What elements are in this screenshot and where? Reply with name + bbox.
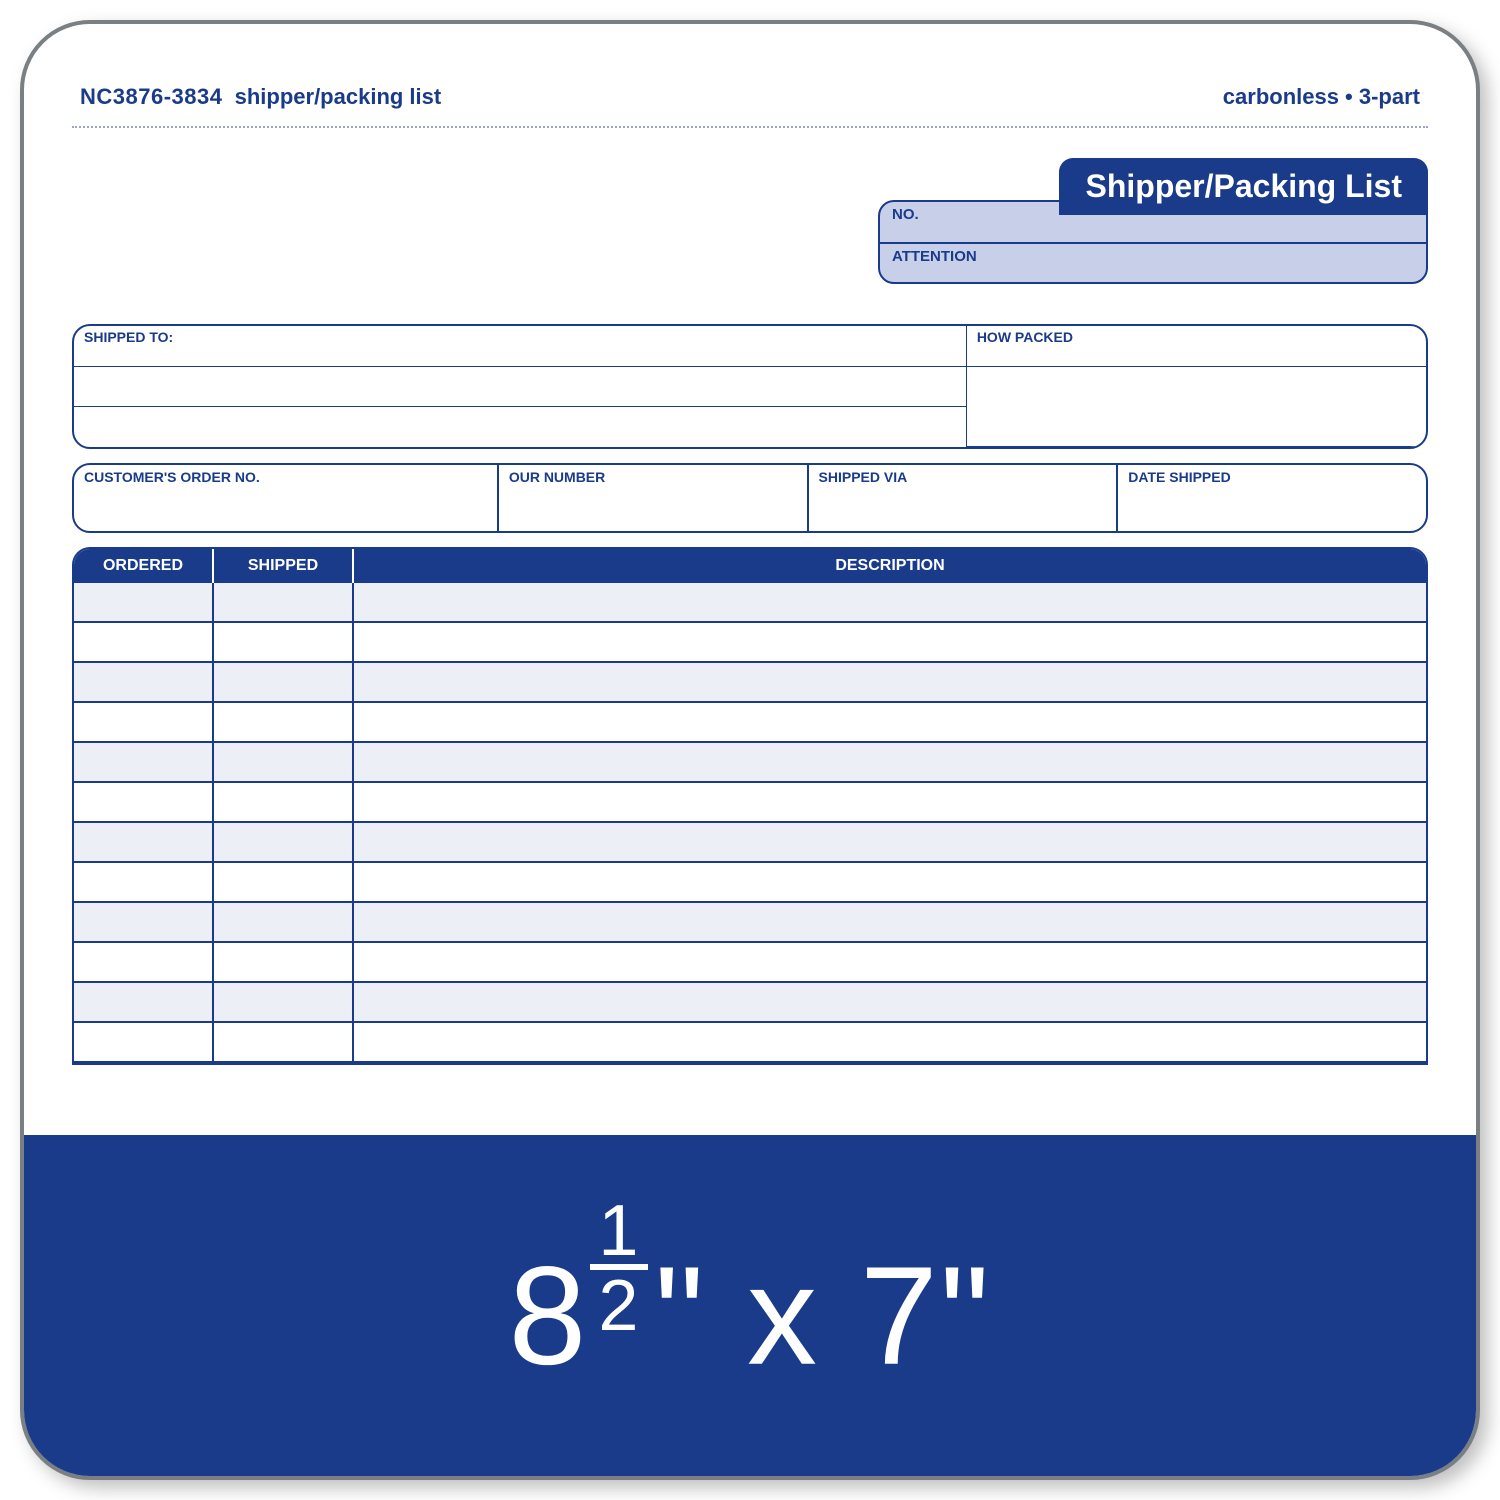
cell-ordered bbox=[74, 903, 214, 943]
cell-ordered bbox=[74, 823, 214, 863]
items-header: ORDERED SHIPPED DESCRIPTION bbox=[74, 549, 1426, 583]
table-row bbox=[74, 863, 1426, 903]
size-whole-2: 7 bbox=[860, 1237, 940, 1394]
meta-block: CUSTOMER'S ORDER NO. OUR NUMBER SHIPPED … bbox=[72, 463, 1428, 533]
size-unit-2: " bbox=[940, 1237, 992, 1394]
table-row bbox=[74, 663, 1426, 703]
title-area: NO. ATTENTION Shipper/Packing List bbox=[72, 158, 1428, 318]
ship-block: SHIPPED TO: HOW PACKED bbox=[72, 324, 1428, 449]
form-name: shipper/packing list bbox=[235, 84, 442, 109]
size-frac-num: 1 bbox=[590, 1199, 648, 1270]
cell-ordered bbox=[74, 863, 214, 903]
col-shipped-header: SHIPPED bbox=[214, 549, 354, 583]
form-header: NC3876-3834 shipper/packing list carbonl… bbox=[72, 84, 1428, 122]
form-area: NC3876-3834 shipper/packing list carbonl… bbox=[24, 24, 1476, 1135]
cell-ordered bbox=[74, 623, 214, 663]
table-row bbox=[74, 1023, 1426, 1063]
attention-label: ATTENTION bbox=[892, 248, 977, 265]
form-header-right: carbonless • 3-part bbox=[1223, 84, 1420, 110]
attention-field: ATTENTION bbox=[880, 242, 1426, 282]
cell-shipped bbox=[214, 783, 354, 823]
cell-shipped bbox=[214, 983, 354, 1023]
cell-shipped bbox=[214, 743, 354, 783]
ship-table: SHIPPED TO: HOW PACKED bbox=[74, 326, 1426, 447]
cell-ordered bbox=[74, 983, 214, 1023]
col-description-header: DESCRIPTION bbox=[354, 549, 1426, 583]
cell-ordered bbox=[74, 663, 214, 703]
our-number-field: OUR NUMBER bbox=[499, 465, 809, 531]
cell-ordered bbox=[74, 943, 214, 983]
size-fraction: 12 bbox=[590, 1199, 648, 1339]
shipped-to-line bbox=[74, 406, 966, 446]
table-row bbox=[74, 823, 1426, 863]
table-row bbox=[74, 743, 1426, 783]
size-unit-1: " bbox=[654, 1237, 706, 1394]
cell-shipped bbox=[214, 703, 354, 743]
cell-description bbox=[354, 983, 1426, 1023]
cell-description bbox=[354, 823, 1426, 863]
how-packed-label: HOW PACKED bbox=[966, 326, 1426, 366]
items-body bbox=[74, 583, 1426, 1063]
table-row bbox=[74, 783, 1426, 823]
customer-order-no-field: CUSTOMER'S ORDER NO. bbox=[74, 465, 499, 531]
cell-shipped bbox=[214, 1023, 354, 1063]
cell-description bbox=[354, 663, 1426, 703]
table-row bbox=[74, 623, 1426, 663]
cell-ordered bbox=[74, 703, 214, 743]
shipped-to-line bbox=[74, 366, 966, 406]
table-row bbox=[74, 583, 1426, 623]
cell-description bbox=[354, 583, 1426, 623]
title-badge: Shipper/Packing List bbox=[1059, 158, 1428, 215]
size-whole-1: 8 bbox=[509, 1237, 589, 1394]
product-card: NC3876-3834 shipper/packing list carbonl… bbox=[20, 20, 1480, 1480]
shipped-via-field: SHIPPED VIA bbox=[809, 465, 1119, 531]
cell-shipped bbox=[214, 943, 354, 983]
cell-description bbox=[354, 743, 1426, 783]
cell-shipped bbox=[214, 903, 354, 943]
shipped-to-label: SHIPPED TO: bbox=[74, 326, 966, 366]
how-packed-area bbox=[966, 366, 1426, 446]
cell-description bbox=[354, 863, 1426, 903]
cell-description bbox=[354, 903, 1426, 943]
date-shipped-field: DATE SHIPPED bbox=[1118, 465, 1426, 531]
table-row bbox=[74, 983, 1426, 1023]
cell-shipped bbox=[214, 663, 354, 703]
cell-ordered bbox=[74, 743, 214, 783]
col-ordered-header: ORDERED bbox=[74, 549, 214, 583]
size-sep: x bbox=[706, 1237, 860, 1394]
cell-shipped bbox=[214, 623, 354, 663]
table-row bbox=[74, 943, 1426, 983]
size-banner: 812" x 7" bbox=[24, 1135, 1476, 1476]
table-row bbox=[74, 903, 1426, 943]
sku-code: NC3876-3834 bbox=[80, 84, 222, 109]
items-table: ORDERED SHIPPED DESCRIPTION bbox=[72, 547, 1428, 1065]
table-row bbox=[74, 703, 1426, 743]
cell-description bbox=[354, 623, 1426, 663]
no-label: NO. bbox=[892, 206, 919, 223]
cell-description bbox=[354, 783, 1426, 823]
cell-description bbox=[354, 943, 1426, 983]
cell-description bbox=[354, 703, 1426, 743]
tear-line bbox=[72, 126, 1428, 128]
cell-ordered bbox=[74, 583, 214, 623]
cell-shipped bbox=[214, 583, 354, 623]
size-frac-den: 2 bbox=[590, 1270, 648, 1339]
cell-shipped bbox=[214, 863, 354, 903]
form-header-left: NC3876-3834 shipper/packing list bbox=[80, 84, 441, 110]
cell-description bbox=[354, 1023, 1426, 1063]
cell-shipped bbox=[214, 823, 354, 863]
cell-ordered bbox=[74, 1023, 214, 1063]
cell-ordered bbox=[74, 783, 214, 823]
